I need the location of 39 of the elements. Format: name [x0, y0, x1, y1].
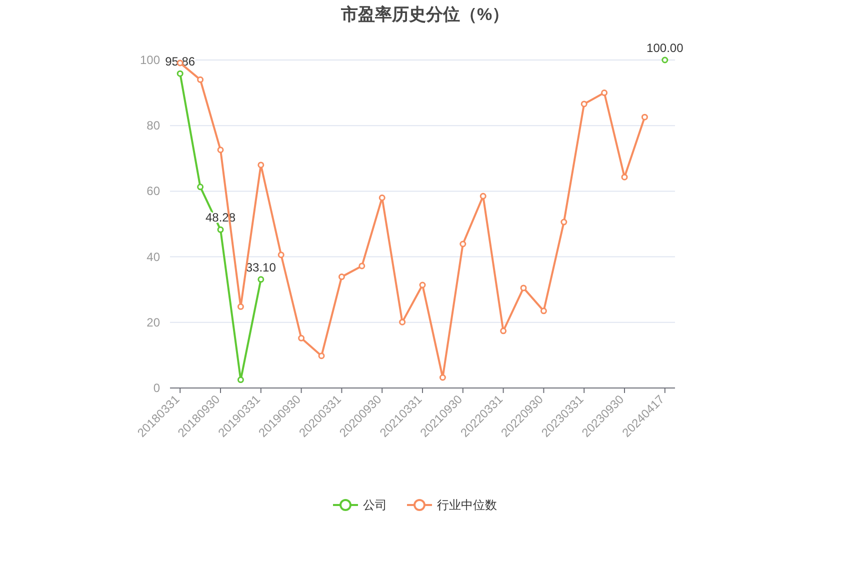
y-tick-label: 100	[140, 53, 160, 67]
point	[500, 328, 507, 334]
y-tick-label: 60	[146, 184, 160, 198]
point	[399, 318, 406, 326]
point	[419, 282, 426, 288]
point	[662, 56, 668, 64]
point	[439, 374, 446, 381]
point	[237, 303, 244, 310]
point	[641, 114, 648, 120]
y-tick-label: 0	[153, 381, 160, 395]
point	[176, 70, 184, 77]
point	[237, 376, 244, 384]
point	[197, 76, 204, 83]
point	[318, 352, 325, 360]
point	[278, 252, 284, 258]
point	[338, 274, 345, 280]
y-tick-label: 40	[146, 250, 160, 264]
point	[358, 262, 366, 270]
y-tick-label: 80	[146, 118, 160, 133]
y-tick-label: 20	[146, 315, 160, 330]
point	[217, 226, 224, 233]
point	[480, 192, 486, 200]
data-label: 100.00	[646, 41, 684, 55]
point	[520, 284, 527, 292]
point	[601, 90, 608, 96]
point	[378, 194, 386, 202]
legend-label: 公司	[363, 498, 387, 512]
point	[460, 240, 466, 248]
point	[217, 146, 224, 154]
point	[560, 218, 568, 226]
legend-label: 行业中位数	[437, 498, 497, 512]
point	[580, 100, 588, 108]
point	[540, 308, 547, 314]
point	[621, 174, 628, 180]
point	[258, 162, 264, 168]
point	[298, 334, 305, 342]
point	[258, 276, 264, 283]
chart-title: 市盈率历史分位（%）	[340, 5, 510, 24]
point	[197, 184, 204, 190]
